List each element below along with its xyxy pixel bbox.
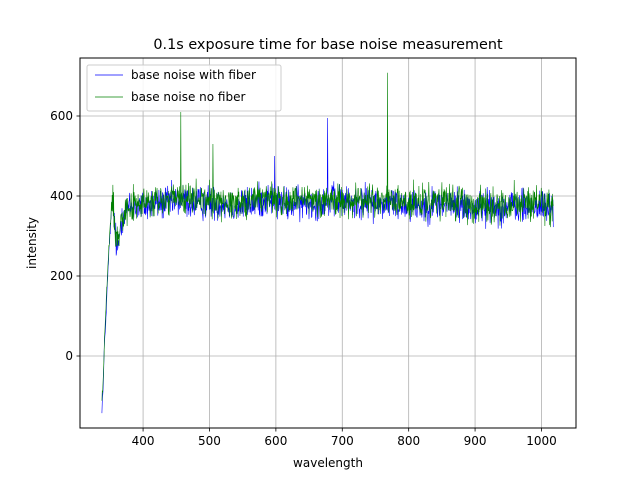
x-tick-label: 900 [464, 434, 487, 448]
legend-label-with-fiber: base noise with fiber [131, 68, 256, 82]
chart-title: 0.1s exposure time for base noise measur… [153, 37, 503, 53]
y-tick-label: 0 [65, 349, 73, 363]
series-line-no-fiber [101, 72, 554, 401]
y-tick-label: 400 [50, 189, 73, 203]
x-tick-label: 700 [331, 434, 354, 448]
plot-frame [79, 57, 577, 429]
y-tick-label: 600 [50, 109, 73, 123]
x-tick-label: 600 [264, 434, 287, 448]
legend: base noise with fiber base noise no fibe… [86, 64, 282, 112]
x-tick-label: 400 [132, 434, 155, 448]
x-tick-label: 800 [397, 434, 420, 448]
ticks: 400 500 600 700 800 900 1000 0 200 400 600 [50, 109, 557, 448]
x-axis-label: wavelength [293, 456, 363, 470]
legend-box [86, 64, 282, 112]
legend-label-no-fiber: base noise no fiber [131, 90, 245, 104]
series-layer [101, 72, 554, 414]
y-axis-label: intensity [25, 217, 39, 269]
y-tick-label: 200 [50, 269, 73, 283]
x-tick-label: 1000 [526, 434, 557, 448]
x-tick-label: 500 [198, 434, 221, 448]
